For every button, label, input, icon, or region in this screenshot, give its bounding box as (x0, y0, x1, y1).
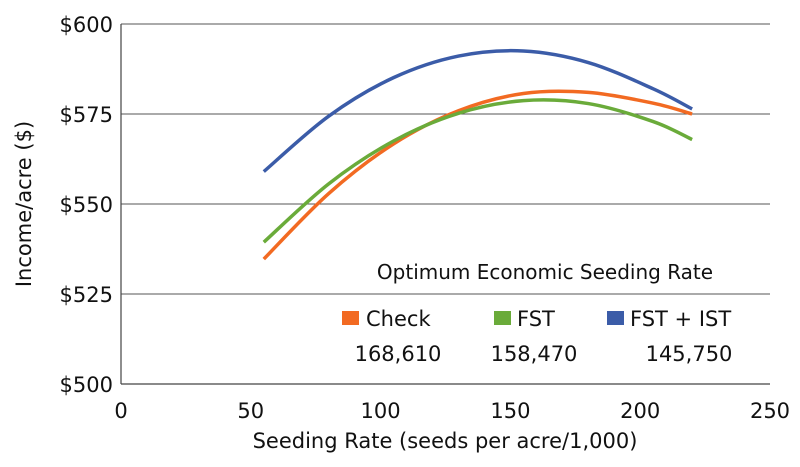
legend-swatch-fst (494, 311, 511, 325)
legend-value-fst-ist: 145,750 (646, 342, 733, 366)
x-tick-label: 250 (750, 399, 790, 423)
series-lines (262, 48, 693, 261)
legend-swatch-fst-ist (607, 311, 624, 325)
x-tick-label: 200 (620, 399, 660, 423)
legend-value-check: 168,610 (355, 342, 442, 366)
x-tick-label: 100 (361, 399, 401, 423)
series-line-check (262, 89, 693, 261)
legend-value-fst: 158,470 (491, 342, 578, 366)
y-tick-labels: $500 $525 $550 $575 $600 (60, 13, 113, 397)
legend-label-check: Check (366, 307, 431, 331)
y-tick-label: $525 (60, 283, 113, 307)
legend-label-fst-ist: FST + IST (630, 307, 731, 331)
y-tick-label: $500 (60, 373, 113, 397)
legend-label-fst: FST (517, 307, 555, 331)
y-tick-label: $600 (60, 13, 113, 37)
x-tick-labels: 0 50 100 150 200 250 (114, 399, 790, 423)
gridlines (121, 23, 770, 295)
y-tick-label: $575 (60, 103, 113, 127)
x-tick-label: 50 (237, 399, 264, 423)
series-line-fst (262, 98, 693, 244)
x-tick-label: 0 (114, 399, 127, 423)
legend-swatch-check (342, 311, 359, 325)
y-axis-label: Income/acre ($) (12, 121, 36, 287)
legend-title: Optimum Economic Seeding Rate (377, 260, 713, 284)
x-tick-label: 150 (490, 399, 530, 423)
legend: Optimum Economic Seeding Rate Check FST … (342, 260, 732, 366)
y-tick-label: $550 (60, 193, 113, 217)
x-axis-label: Seeding Rate (seeds per acre/1,000) (253, 429, 638, 453)
series-line-fst-ist (262, 48, 693, 173)
